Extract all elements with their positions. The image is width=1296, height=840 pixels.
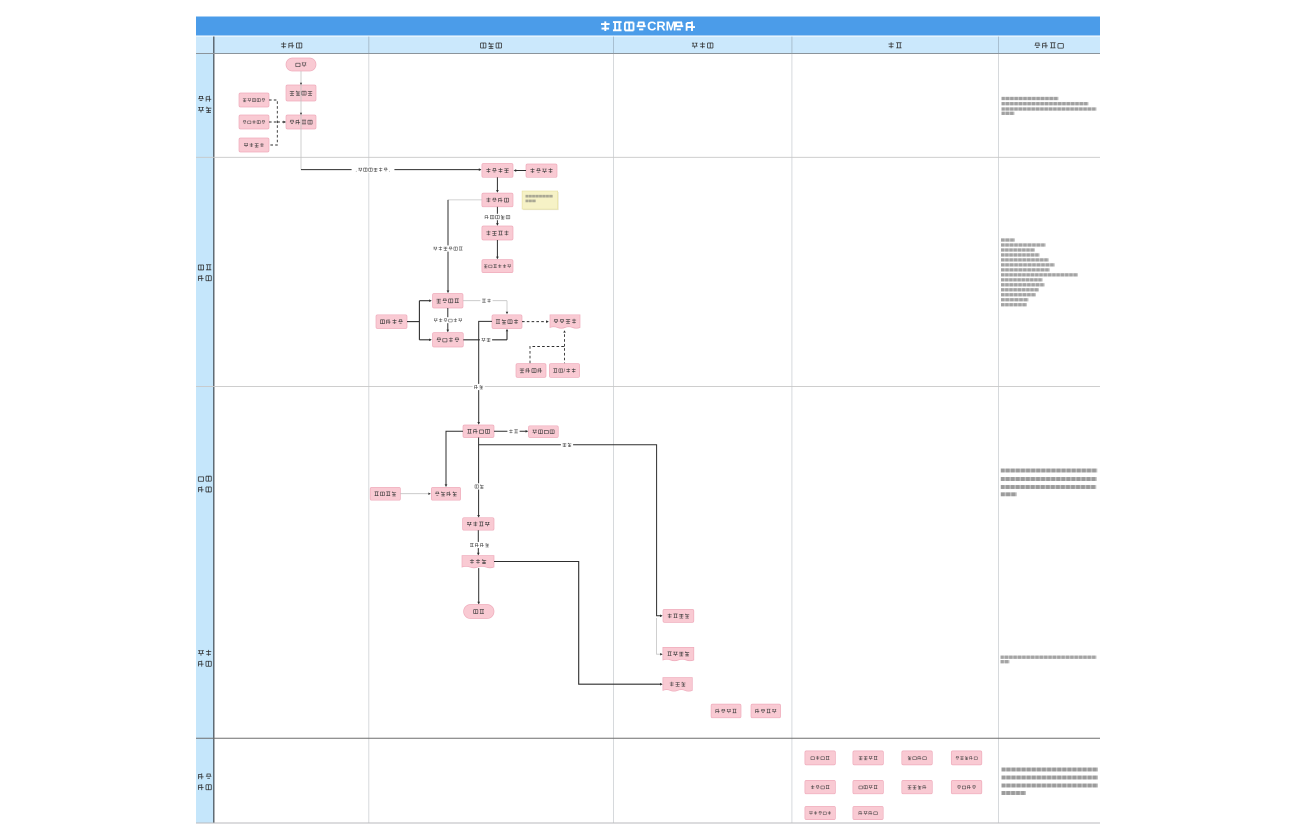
svg-text:CRM: CRM (647, 19, 676, 34)
svg-text:/: / (564, 368, 566, 374)
